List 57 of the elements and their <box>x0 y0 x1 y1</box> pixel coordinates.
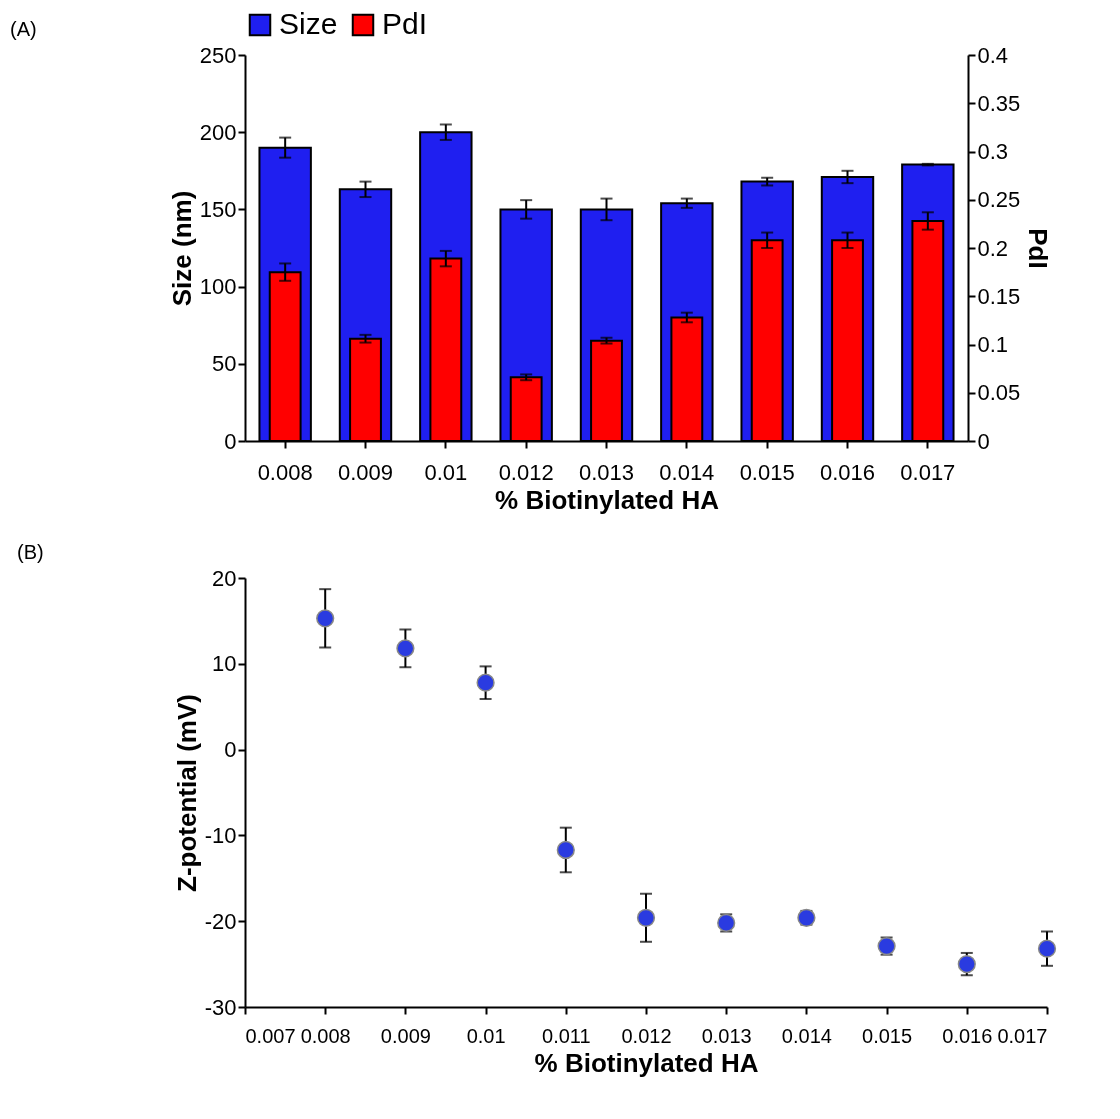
y2-tick-label: 0.35 <box>977 90 1021 116</box>
point <box>957 955 976 974</box>
y-tick-label: 150 <box>199 196 237 222</box>
x-axis-title: % Biotinylated HA <box>534 1047 759 1078</box>
x-tick-label: 0.013 <box>578 459 635 485</box>
x-tick-label: 0.013 <box>701 1024 752 1047</box>
point <box>636 908 656 927</box>
y2-axis-title: PdI <box>1023 228 1054 269</box>
y-tick-label: 10 <box>212 651 237 677</box>
legend-label: PdI <box>382 7 428 40</box>
point <box>396 639 415 658</box>
point <box>556 840 575 860</box>
y-tick-label: 200 <box>199 119 237 145</box>
x-tick-label: 0.012 <box>498 459 554 485</box>
y-tick-label: 100 <box>199 274 237 300</box>
x-tick-label: 0.009 <box>337 459 394 485</box>
x-tick-label: 0.008 <box>257 459 313 485</box>
x-tick-label: 0.017 <box>900 459 956 485</box>
x-tick-label: 0.017 <box>997 1024 1048 1047</box>
y2-tick-label: 0.4 <box>977 42 1009 68</box>
text: (B) <box>17 541 44 563</box>
x-tick-label: 0.008 <box>300 1024 351 1047</box>
x-tick-label: 0.016 <box>942 1024 993 1047</box>
x-tick-label: 0.011 <box>542 1024 591 1047</box>
y-tick-label: -30 <box>204 994 237 1020</box>
legend-label: Size <box>279 7 338 40</box>
y-tick-label: 0 <box>224 428 237 454</box>
y-tick-label: 20 <box>212 565 237 591</box>
x-tick-label: 0.015 <box>862 1024 913 1047</box>
y-axis-title: Size (nm) <box>166 190 197 307</box>
y2-tick-label: 0 <box>977 428 990 454</box>
x-tick-label: 0.016 <box>819 459 876 485</box>
y-tick-label: 50 <box>212 351 237 377</box>
x-tick-label: 0.01 <box>466 1024 506 1047</box>
x-tick-label: 0.015 <box>739 459 795 485</box>
y2-tick-label: 0.1 <box>977 332 1009 357</box>
point <box>316 609 335 628</box>
x-tick-label: 0.014 <box>781 1024 832 1047</box>
y2-tick-label: 0.05 <box>977 380 1021 406</box>
x-tick-label: 0.012 <box>621 1024 672 1047</box>
y2-tick-label: 0.2 <box>977 235 1009 261</box>
y2-tick-label: 0.3 <box>977 139 1009 164</box>
y-tick-label: -20 <box>204 908 237 934</box>
point <box>1037 939 1057 958</box>
y2-tick-label: 0.15 <box>977 283 1021 309</box>
x-tick-label: 0.01 <box>424 459 468 485</box>
y2-tick-label: 0.25 <box>977 187 1021 213</box>
x-tick-label: 0.014 <box>659 459 715 485</box>
text: (A) <box>10 18 37 40</box>
x-axis-title: % Biotinylated HA <box>495 484 720 515</box>
y-tick-label: 250 <box>199 42 237 68</box>
y-tick-label: 0 <box>224 737 237 763</box>
x-tick-label: 0.009 <box>380 1024 431 1047</box>
x-tick-label: 0.007 <box>245 1024 296 1047</box>
y-axis-title: Z-potential (mV) <box>171 694 202 892</box>
y-tick-label: -10 <box>204 822 237 848</box>
point <box>476 673 495 692</box>
